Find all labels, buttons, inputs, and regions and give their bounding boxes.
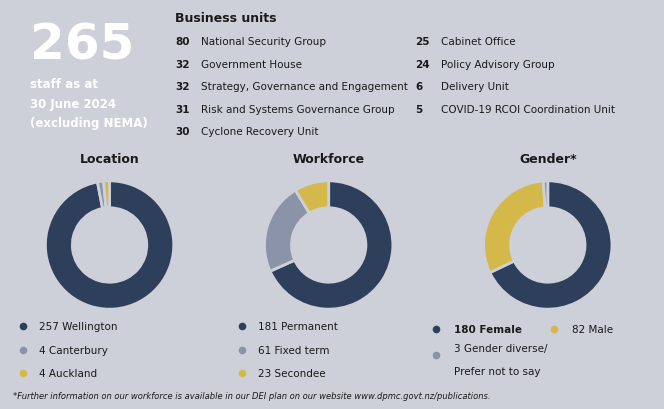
- Text: Workforce: Workforce: [293, 153, 365, 166]
- Text: staff as at: staff as at: [30, 78, 98, 91]
- Text: COVID-19 RCOI Coordination Unit: COVID-19 RCOI Coordination Unit: [442, 104, 616, 115]
- Text: 3 Gender diverse/: 3 Gender diverse/: [454, 344, 548, 353]
- Text: (excluding NEMA): (excluding NEMA): [30, 117, 148, 130]
- Text: Risk and Systems Governance Group: Risk and Systems Governance Group: [201, 104, 395, 115]
- Text: 80: 80: [175, 37, 189, 47]
- Text: Business units: Business units: [175, 12, 276, 25]
- Text: 5: 5: [415, 104, 422, 115]
- Wedge shape: [45, 181, 174, 310]
- Text: 31: 31: [175, 104, 189, 115]
- Text: 265: 265: [30, 22, 135, 70]
- Text: 61 Fixed term: 61 Fixed term: [258, 345, 330, 355]
- Wedge shape: [98, 182, 106, 209]
- Wedge shape: [270, 181, 393, 310]
- Text: 24: 24: [415, 60, 430, 70]
- Text: Government House: Government House: [201, 60, 302, 70]
- Text: National Security Group: National Security Group: [201, 37, 327, 47]
- Text: 30: 30: [175, 127, 189, 137]
- Text: Strategy, Governance and Engagement: Strategy, Governance and Engagement: [201, 82, 408, 92]
- Text: Policy Advisory Group: Policy Advisory Group: [442, 60, 555, 70]
- Text: 32: 32: [175, 82, 189, 92]
- Text: 30 June 2024: 30 June 2024: [30, 97, 116, 110]
- Wedge shape: [104, 181, 110, 209]
- Wedge shape: [543, 181, 548, 208]
- Text: Location: Location: [80, 153, 139, 166]
- Wedge shape: [295, 181, 329, 213]
- Wedge shape: [483, 182, 545, 273]
- Wedge shape: [490, 181, 612, 310]
- Text: 181 Permanent: 181 Permanent: [258, 321, 338, 332]
- Text: Prefer not to say: Prefer not to say: [454, 366, 540, 376]
- Text: Cyclone Recovery Unit: Cyclone Recovery Unit: [201, 127, 319, 137]
- Text: 25: 25: [415, 37, 430, 47]
- Text: 4 Auckland: 4 Auckland: [39, 368, 98, 378]
- Wedge shape: [264, 191, 309, 272]
- Text: 6: 6: [415, 82, 422, 92]
- Text: Cabinet Office: Cabinet Office: [442, 37, 516, 47]
- Text: 180 Female: 180 Female: [454, 324, 522, 334]
- Text: 257 Wellington: 257 Wellington: [39, 321, 118, 332]
- Text: Gender*: Gender*: [519, 153, 576, 166]
- Text: *Further information on our workforce is available in our DEI plan on our websit: *Further information on our workforce is…: [13, 391, 491, 400]
- Text: 32: 32: [175, 60, 189, 70]
- Text: 82 Male: 82 Male: [572, 324, 613, 334]
- Text: 23 Secondee: 23 Secondee: [258, 368, 326, 378]
- Text: Delivery Unit: Delivery Unit: [442, 82, 509, 92]
- Text: 4 Canterbury: 4 Canterbury: [39, 345, 108, 355]
